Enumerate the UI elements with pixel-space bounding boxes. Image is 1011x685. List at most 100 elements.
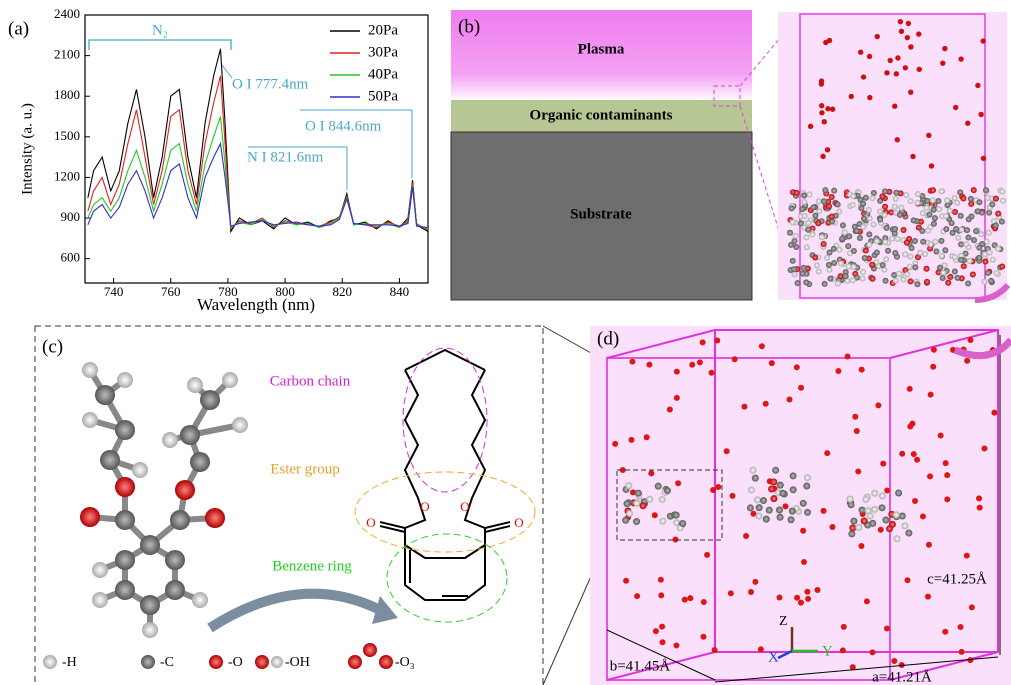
atom xyxy=(804,509,811,516)
atom xyxy=(659,518,666,525)
atom xyxy=(82,362,98,378)
atom xyxy=(822,281,828,287)
atom xyxy=(848,530,855,537)
atom xyxy=(990,257,996,263)
atom xyxy=(816,198,822,204)
atom xyxy=(700,339,706,345)
atom xyxy=(911,451,917,457)
atom xyxy=(633,500,640,507)
atom xyxy=(789,219,795,225)
atom xyxy=(976,255,982,261)
atom xyxy=(989,201,995,207)
atom xyxy=(895,137,900,142)
atom xyxy=(926,133,931,138)
atom xyxy=(999,219,1005,225)
atom xyxy=(754,496,761,503)
group-label: Ester group xyxy=(270,461,340,477)
atom xyxy=(831,260,837,266)
atom xyxy=(863,247,869,253)
atom xyxy=(187,377,203,393)
atom xyxy=(830,107,835,112)
atom xyxy=(939,253,945,259)
atom xyxy=(628,437,634,443)
atom xyxy=(916,31,921,36)
atom xyxy=(904,240,910,246)
atom xyxy=(928,392,934,398)
atom xyxy=(959,649,965,655)
atom xyxy=(993,196,999,202)
atom xyxy=(140,595,160,615)
atom xyxy=(871,190,877,196)
atom xyxy=(932,215,938,221)
y-axis-label: Intensity (a. u.) xyxy=(19,103,35,195)
atom xyxy=(635,490,642,497)
atom xyxy=(132,462,148,478)
panel-label: (a) xyxy=(8,18,29,39)
atom xyxy=(675,480,681,486)
atom xyxy=(808,124,813,129)
atom xyxy=(903,65,908,70)
atom xyxy=(943,226,949,232)
atom xyxy=(140,535,160,555)
atom xyxy=(849,525,856,532)
atom xyxy=(866,207,872,213)
atom xyxy=(646,496,653,503)
atom xyxy=(222,372,238,388)
atom xyxy=(966,216,972,222)
atom xyxy=(866,231,872,237)
atom xyxy=(858,543,864,549)
atom xyxy=(115,477,135,497)
axis-label: Z xyxy=(779,614,788,629)
atom xyxy=(659,624,665,630)
atom xyxy=(728,590,734,596)
atom xyxy=(674,369,680,375)
dimension-label: c=41.25Å xyxy=(927,571,987,587)
atom xyxy=(861,518,868,525)
figure: (a) Wavelength (nm) Intensity (a. u.) 60… xyxy=(0,0,1011,685)
legend-label: 40Pa xyxy=(368,66,398,82)
atom xyxy=(942,46,947,51)
atom xyxy=(960,196,966,202)
legend-atom xyxy=(141,655,155,669)
panel-d: (d) c=41.25Å b=41.45Å a=41.21Å Z X Y xyxy=(543,326,1011,685)
atom xyxy=(634,593,640,599)
atom xyxy=(825,147,830,152)
group-ring xyxy=(355,472,535,552)
atom xyxy=(889,236,895,242)
atom xyxy=(973,228,979,234)
atom xyxy=(758,646,764,652)
atom xyxy=(907,386,913,392)
atom xyxy=(814,262,820,268)
atom xyxy=(648,470,654,476)
atom xyxy=(100,450,120,470)
atom xyxy=(914,281,920,287)
atom xyxy=(846,233,852,239)
atom xyxy=(938,433,944,439)
x-tick-label: 780 xyxy=(218,284,238,299)
atom xyxy=(924,279,930,285)
atom xyxy=(867,54,872,59)
atom xyxy=(760,497,767,504)
atom xyxy=(965,235,971,241)
panel-b: (b) Plasma Organic contaminants Substrat… xyxy=(451,10,1008,300)
atom xyxy=(943,213,949,219)
atom xyxy=(624,500,631,507)
atom xyxy=(906,21,911,26)
atom xyxy=(880,461,886,467)
atom xyxy=(931,207,937,213)
atom xyxy=(949,220,955,226)
atom xyxy=(958,241,964,247)
legend-atom xyxy=(209,655,223,669)
atom xyxy=(882,517,889,524)
atom xyxy=(95,385,115,405)
atom xyxy=(629,359,635,365)
atom xyxy=(981,445,987,451)
atom xyxy=(816,268,822,274)
atom xyxy=(820,154,825,159)
atom xyxy=(798,600,804,606)
atom xyxy=(894,71,899,76)
atom xyxy=(612,441,618,447)
atom xyxy=(232,417,248,433)
atom xyxy=(977,505,983,511)
atom xyxy=(794,595,800,601)
